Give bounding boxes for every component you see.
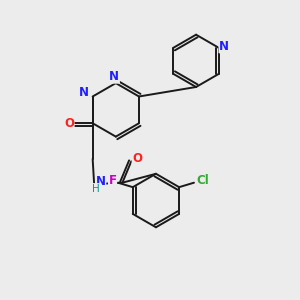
Text: F: F	[109, 174, 117, 187]
Text: H: H	[92, 184, 100, 194]
Text: N: N	[219, 40, 229, 53]
Text: O: O	[132, 152, 142, 165]
Text: N: N	[96, 175, 106, 188]
Text: N: N	[109, 70, 119, 83]
Text: Cl: Cl	[196, 174, 209, 187]
Text: O: O	[64, 117, 74, 130]
Text: N: N	[79, 86, 89, 99]
